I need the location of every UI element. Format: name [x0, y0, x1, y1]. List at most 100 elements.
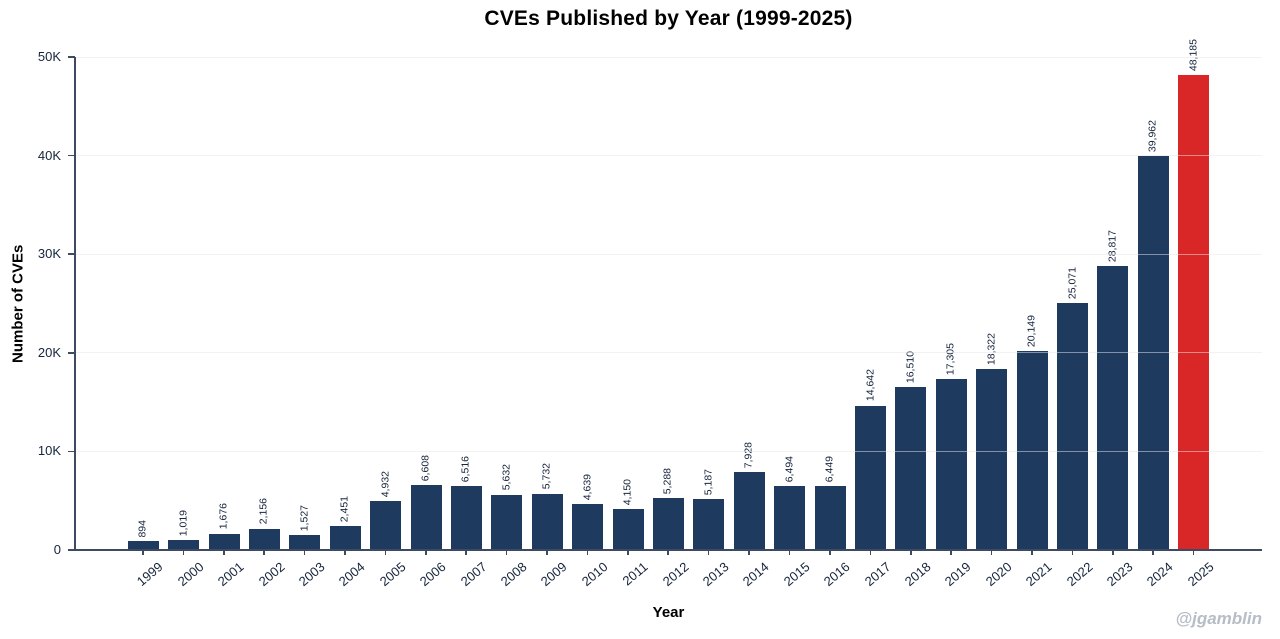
bar-slot-2003: 1,527 2003 — [285, 57, 327, 589]
bar-2005 — [370, 501, 402, 550]
y-axis-spine — [74, 57, 76, 550]
bar-value-label-2014: 7,928 — [742, 441, 755, 468]
y-tick-label-10k: 10K — [37, 443, 61, 459]
bar-1999 — [127, 541, 159, 550]
bar-2007 — [450, 485, 482, 550]
bar-slot-2008: 5,632 2008 — [487, 57, 530, 589]
bar-slot-2022: 25,071 2022 — [1052, 57, 1095, 589]
bar-2006 — [410, 484, 442, 550]
x-tick-mark-2023 — [1111, 550, 1114, 555]
x-tick-mark-2005 — [384, 550, 387, 555]
x-tick-mark-2007 — [465, 550, 468, 555]
bar-slot-2017: 14,642 2017 — [850, 57, 893, 589]
plot-area: 894 1999 1,019 2000 1,676 2001 2,156 2002 1,527 2… — [38, 39, 1262, 589]
x-tick-mark-2025 — [1192, 550, 1195, 555]
x-tick-label-2022: 2022 — [1063, 559, 1096, 590]
x-tick-label-2005: 2005 — [376, 559, 409, 590]
x-tick-label-2002: 2002 — [255, 559, 288, 590]
y-tick-label-20k: 20K — [37, 344, 61, 360]
bar-slot-2011: 4,150 2011 — [608, 57, 651, 588]
bar-value-label-2025: 48,185 — [1187, 38, 1200, 71]
bar-value-label-2017: 14,642 — [864, 369, 877, 402]
bar-value-label-2016: 6,449 — [823, 456, 836, 483]
gridline-10k — [75, 450, 1262, 452]
bar-slot-2004: 2,451 2004 — [325, 57, 368, 589]
x-tick-label-2007: 2007 — [457, 559, 490, 590]
x-tick-mark-1999 — [142, 550, 144, 555]
x-tick-label-2014: 2014 — [740, 559, 772, 590]
x-tick-label-2010: 2010 — [578, 559, 611, 590]
x-tick-mark-2004 — [344, 550, 346, 555]
y-tick-label-30k: 30K — [37, 246, 61, 262]
x-tick-label-2001: 2001 — [214, 559, 247, 590]
bar-slot-2018: 16,510 2018 — [891, 57, 934, 589]
bar-2017 — [855, 405, 887, 550]
y-axis-title: Number of CVEs — [9, 244, 27, 363]
bar-2008 — [491, 494, 523, 550]
chart-title: CVEs Published by Year (1999-2025) — [484, 7, 853, 30]
bar-series: 894 1999 1,019 2000 1,676 2001 2,156 2002 1,527 2… — [75, 39, 1262, 589]
bar-value-label-2004: 2,451 — [338, 495, 351, 522]
x-tick-label-2004: 2004 — [336, 559, 368, 590]
x-tick-mark-2011 — [627, 550, 629, 555]
bar-2002 — [248, 528, 280, 550]
bar-2011 — [612, 509, 644, 550]
bar-slot-2024: 39,962 2024 — [1133, 57, 1176, 589]
bar-value-label-2008: 5,632 — [500, 464, 513, 491]
y-tick-mark-30k — [68, 253, 75, 255]
bar-2009 — [531, 493, 563, 550]
x-tick-mark-2021 — [1031, 550, 1033, 555]
bar-value-label-2002: 2,156 — [257, 498, 270, 525]
bar-value-label-2003: 1,527 — [298, 504, 311, 531]
bar-value-label-2010: 4,639 — [581, 474, 594, 501]
bar-value-label-2020: 18,322 — [985, 333, 998, 366]
x-tick-mark-2016 — [829, 550, 831, 555]
bar-2022 — [1057, 302, 1089, 550]
x-tick-label-1999: 1999 — [134, 559, 166, 590]
bar-value-label-2012: 5,288 — [661, 467, 674, 494]
gridlines-behind — [75, 56, 1262, 550]
y-tick-mark-20k — [68, 352, 75, 354]
x-tick-label-2006: 2006 — [416, 559, 449, 590]
x-tick-label-2016: 2016 — [820, 559, 853, 590]
x-tick-label-2025: 2025 — [1184, 559, 1217, 590]
bar-slot-2010: 4,639 2010 — [567, 57, 610, 589]
bar-2000 — [168, 540, 200, 550]
bar-2010 — [572, 504, 604, 550]
x-tick-mark-2006 — [425, 550, 427, 555]
x-tick-label-2018: 2018 — [901, 559, 934, 590]
x-tick-mark-2022 — [1071, 550, 1074, 555]
x-tick-mark-2017 — [869, 550, 872, 555]
bar-slot-1999: 894 1999 — [123, 57, 166, 589]
x-tick-label-2011: 2011 — [619, 559, 651, 589]
y-tick-mark-10k — [68, 450, 75, 453]
bar-slot-2013: 5,187 2013 — [689, 57, 732, 589]
x-tick-mark-2014 — [748, 550, 750, 555]
x-tick-label-2021: 2021 — [1022, 559, 1055, 590]
bar-2013 — [693, 498, 725, 550]
x-tick-mark-2018 — [909, 550, 912, 555]
x-tick-mark-2001 — [223, 550, 225, 555]
x-tick-mark-2024 — [1152, 550, 1154, 555]
x-tick-mark-2003 — [303, 550, 306, 555]
bar-value-label-1999: 894 — [136, 519, 149, 538]
bar-2014 — [733, 471, 765, 550]
bar-2025 — [1178, 74, 1210, 550]
y-tick-mark-0 — [68, 549, 75, 551]
bar-slot-2023: 28,817 2023 — [1093, 57, 1136, 589]
x-axis-title: Year — [652, 604, 685, 621]
bar-2004 — [329, 525, 361, 550]
gridline-40k — [75, 155, 1262, 157]
x-tick-label-2013: 2013 — [699, 559, 732, 590]
bar-2016 — [814, 486, 846, 550]
bar-slot-2007: 6,516 2007 — [446, 57, 489, 589]
x-tick-mark-2010 — [586, 550, 589, 555]
bar-slot-2014: 7,928 2014 — [729, 57, 772, 589]
x-tick-label-2008: 2008 — [497, 559, 530, 590]
bar-value-label-2005: 4,932 — [379, 471, 392, 498]
bar-slot-2012: 5,288 2012 — [648, 57, 691, 589]
bar-2018 — [895, 387, 927, 550]
x-tick-label-2009: 2009 — [538, 559, 570, 590]
bar-value-label-2009: 5,732 — [540, 463, 553, 490]
